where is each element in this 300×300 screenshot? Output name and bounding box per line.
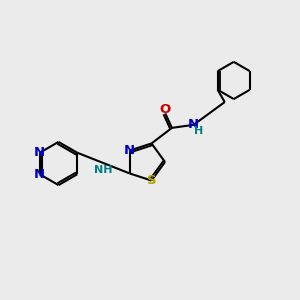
Text: N: N (34, 168, 45, 181)
Text: N: N (34, 146, 45, 159)
Text: N: N (188, 118, 199, 131)
Text: H: H (194, 127, 204, 136)
Text: S: S (147, 174, 156, 187)
Text: O: O (160, 103, 171, 116)
Text: NH: NH (94, 165, 113, 175)
Text: N: N (124, 144, 135, 157)
